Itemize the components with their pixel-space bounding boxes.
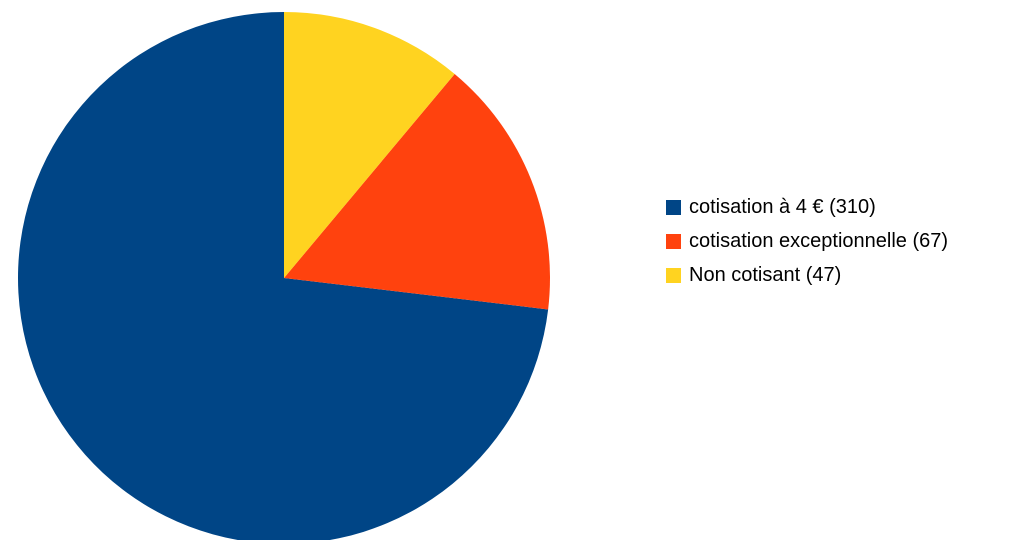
pie-slice-1 — [284, 73, 550, 310]
legend-swatch — [666, 233, 681, 249]
pie-slice-2 — [284, 12, 455, 278]
legend-item-cotisation-exceptionnelle: cotisation exceptionnelle (67) — [666, 224, 948, 258]
legend-label: cotisation exceptionnelle (67) — [689, 229, 949, 252]
pie-slice-0 — [17, 12, 549, 544]
chart-legend: cotisation à 4 € (310) cotisation except… — [666, 190, 948, 292]
legend-item-non-cotisant: Non cotisant (47) — [666, 258, 948, 292]
legend-item-cotisation-4: cotisation à 4 € (310) — [666, 190, 948, 224]
legend-label: Non cotisant (47) — [689, 263, 842, 286]
legend-swatch — [666, 267, 681, 283]
legend-swatch — [666, 199, 681, 215]
legend-label: cotisation à 4 € (310) — [689, 195, 876, 218]
